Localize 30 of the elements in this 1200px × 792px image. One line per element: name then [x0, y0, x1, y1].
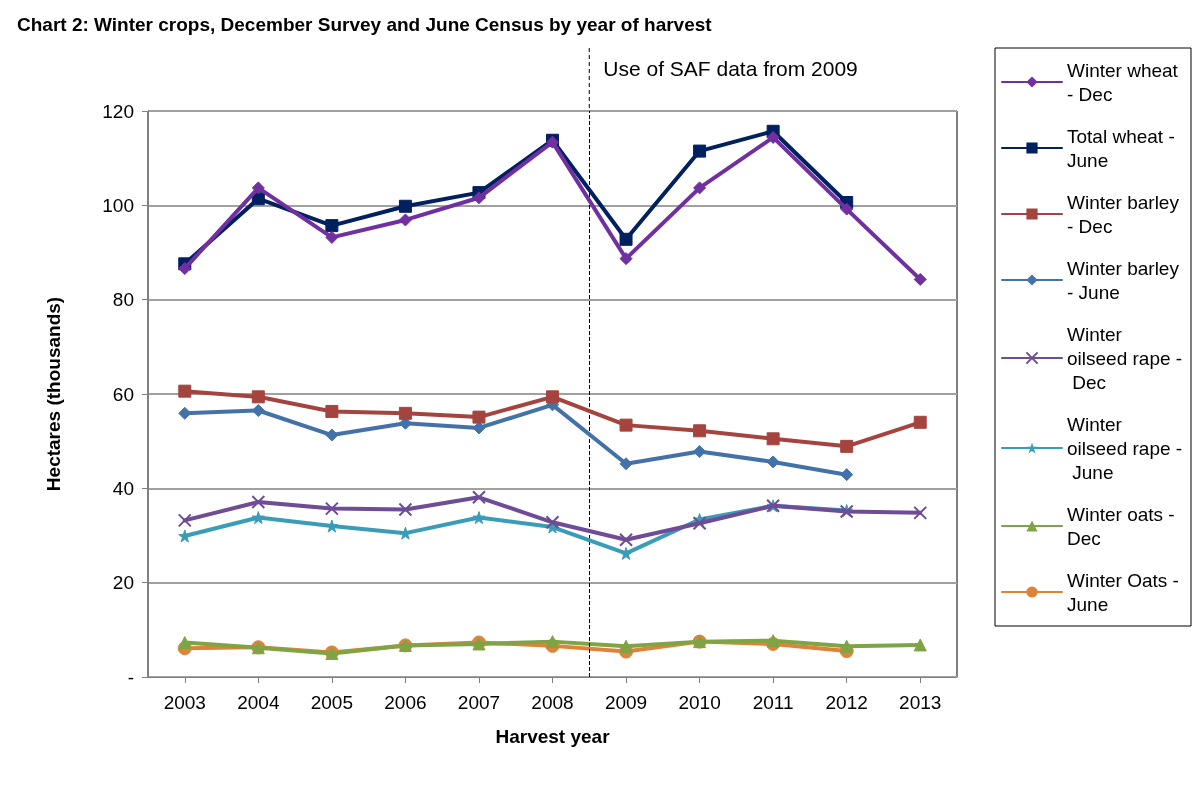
- y-axis-title: Hectares (thousands): [43, 296, 64, 492]
- chart-title: Chart 2: Winter crops, December Survey and June Census by year of harvest: [17, 14, 713, 35]
- x-tick-label: 2005: [310, 692, 353, 713]
- legend-label: Winter barley - Dec: [1067, 191, 1185, 237]
- y-tick-label: 100: [102, 194, 134, 216]
- y-tick-label: 120: [102, 100, 134, 122]
- ref-line-label: Use of SAF data from 2009: [603, 56, 858, 80]
- legend-label: Total wheat - June: [1067, 125, 1180, 171]
- y-tick-label: -: [127, 666, 134, 688]
- x-tick-label: 2010: [678, 692, 721, 713]
- y-tick-label: 40: [112, 477, 134, 499]
- x-tick-label: 2012: [825, 692, 868, 713]
- legend-label: Winter oats - Dec: [1067, 503, 1180, 549]
- y-tick-label: 20: [112, 572, 134, 594]
- x-tick-label: 2011: [752, 692, 794, 713]
- legend-label: Winter barley - June: [1067, 257, 1185, 303]
- x-tick-label: 2004: [237, 692, 280, 713]
- legend-label: Winter oilseed rape - Dec: [1067, 323, 1183, 393]
- x-tick-label: 2006: [384, 692, 427, 713]
- x-tick-label: 2008: [531, 692, 574, 713]
- x-tick-label: 2013: [899, 692, 942, 713]
- x-tick-label: 2009: [604, 692, 648, 713]
- legend-label: Winter wheat - Dec: [1067, 59, 1184, 105]
- x-axis-title: Harvest year: [495, 726, 611, 747]
- x-tick-label: 2007: [457, 692, 501, 713]
- legend-label: Winter oilseed rape - June: [1067, 413, 1183, 483]
- y-tick-label: 80: [112, 289, 134, 311]
- x-tick-label: 2003: [163, 692, 206, 713]
- legend-label: Winter Oats - June: [1067, 569, 1185, 615]
- y-tick-label: 60: [112, 383, 134, 405]
